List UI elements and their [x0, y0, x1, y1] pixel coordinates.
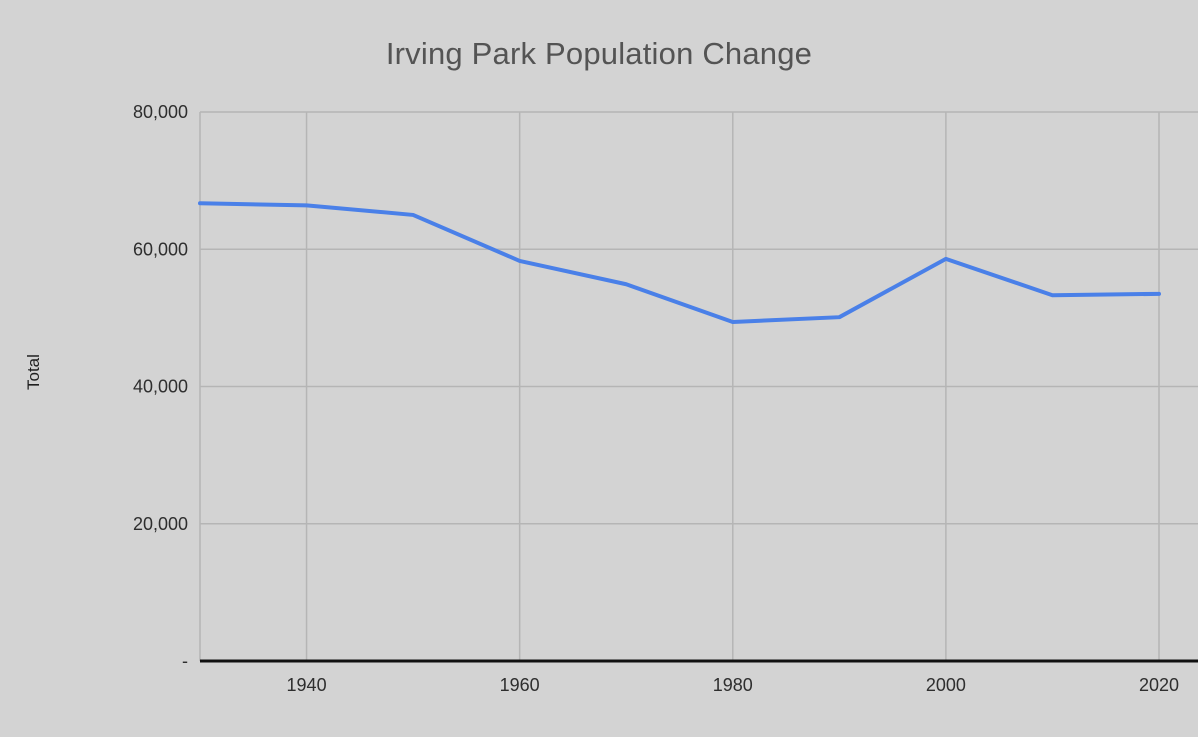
chart-title: Irving Park Population Change: [385, 36, 813, 71]
y-tick-label: -: [182, 651, 188, 671]
y-tick-label: 60,000: [133, 239, 188, 259]
y-tick-label: 40,000: [133, 377, 188, 397]
x-tick-label: 2000: [926, 675, 966, 695]
x-tick-label: 1940: [287, 675, 327, 695]
x-tick-label: 2020: [1139, 675, 1179, 695]
x-tick-label: 1960: [500, 675, 540, 695]
x-tick-label: 1980: [713, 675, 753, 695]
y-tick-label: 80,000: [133, 102, 188, 122]
population-line: [198, 201, 1161, 324]
y-axis-title: Total: [24, 354, 43, 390]
y-tick-label: 20,000: [133, 514, 188, 534]
